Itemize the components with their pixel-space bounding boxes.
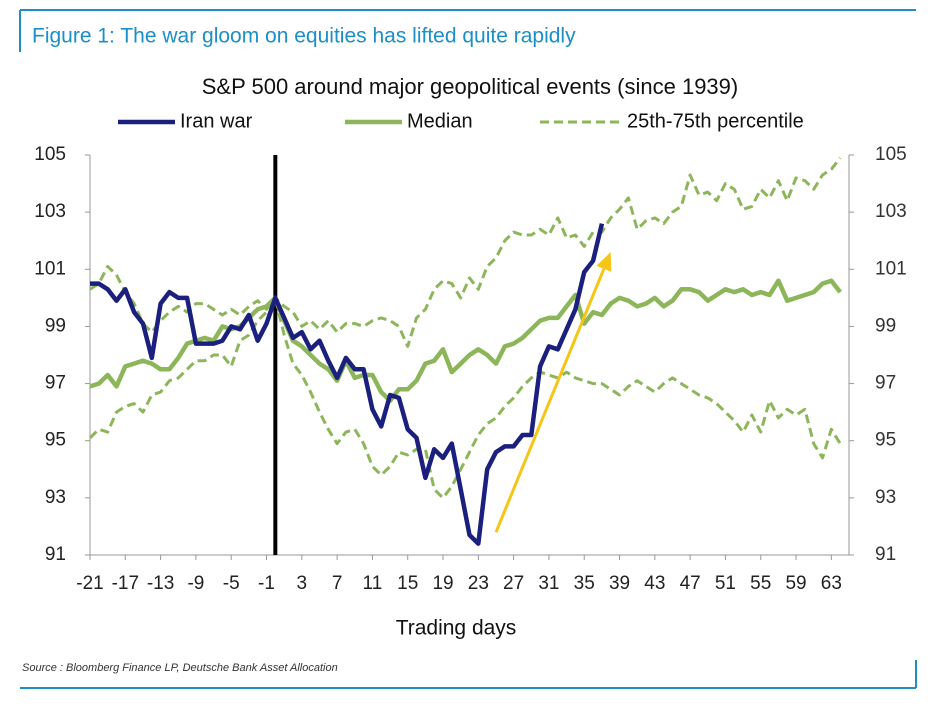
x-tick-label: 7 (332, 573, 343, 594)
x-tick-label: -5 (223, 573, 240, 594)
series-line (89, 156, 842, 348)
y2-tick-label: 95 (875, 430, 896, 451)
legend-label: 25th-75th percentile (627, 110, 804, 132)
x-tick-label: -17 (112, 573, 139, 594)
x-tick-label: -21 (76, 573, 103, 594)
y2-tick-label: 101 (875, 258, 907, 279)
x-tick-label: 55 (750, 573, 771, 594)
x-tick-label: 43 (644, 573, 665, 594)
y-tick-label: 105 (34, 144, 66, 165)
x-tick-label: 31 (538, 573, 559, 594)
x-tick-label: 63 (821, 573, 842, 594)
x-tick-label: -13 (147, 573, 174, 594)
y-tick-label: 91 (45, 544, 66, 565)
x-tick-label: -1 (258, 573, 275, 594)
series-line (90, 223, 605, 546)
x-tick-label: 59 (785, 573, 806, 594)
legend-label: Median (407, 110, 473, 132)
x-tick-label: 3 (297, 573, 308, 594)
x-tick-label: 27 (503, 573, 524, 594)
y2-tick-label: 91 (875, 544, 896, 565)
y-tick-label: 103 (34, 201, 66, 222)
x-tick-label: 35 (574, 573, 595, 594)
x-tick-label: 23 (468, 573, 489, 594)
x-tick-label: 51 (715, 573, 736, 594)
arrow-shaft (494, 268, 606, 533)
legend-label: Iran war (180, 110, 253, 132)
y2-tick-label: 99 (875, 315, 896, 336)
x-tick-label: -9 (187, 573, 204, 594)
y-tick-label: 95 (45, 430, 66, 451)
y2-tick-label: 105 (875, 144, 907, 165)
y2-tick-label: 93 (875, 487, 896, 508)
source: Source : Bloomberg Finance LP, Deutsche … (22, 662, 338, 674)
x-tick-label: 39 (609, 573, 630, 594)
x-tick-label: 15 (397, 573, 418, 594)
figure-title: Figure 1: The war gloom on equities has … (32, 25, 576, 48)
y-tick-label: 99 (45, 315, 66, 336)
series-line-lower (88, 296, 842, 500)
y-tick-label: 101 (34, 258, 66, 279)
y2-tick-label: 97 (875, 373, 896, 394)
x-axis-label: Trading days (396, 617, 517, 640)
x-tick-label: 47 (680, 573, 701, 594)
y-tick-label: 97 (45, 373, 66, 394)
y-tick-label: 93 (45, 487, 66, 508)
series-line (89, 278, 842, 403)
chart-title: S&P 500 around major geopolitical events… (202, 74, 738, 99)
arrow-head (596, 252, 612, 272)
y2-tick-label: 103 (875, 201, 907, 222)
x-tick-label: 19 (432, 573, 453, 594)
x-tick-label: 11 (363, 573, 383, 594)
